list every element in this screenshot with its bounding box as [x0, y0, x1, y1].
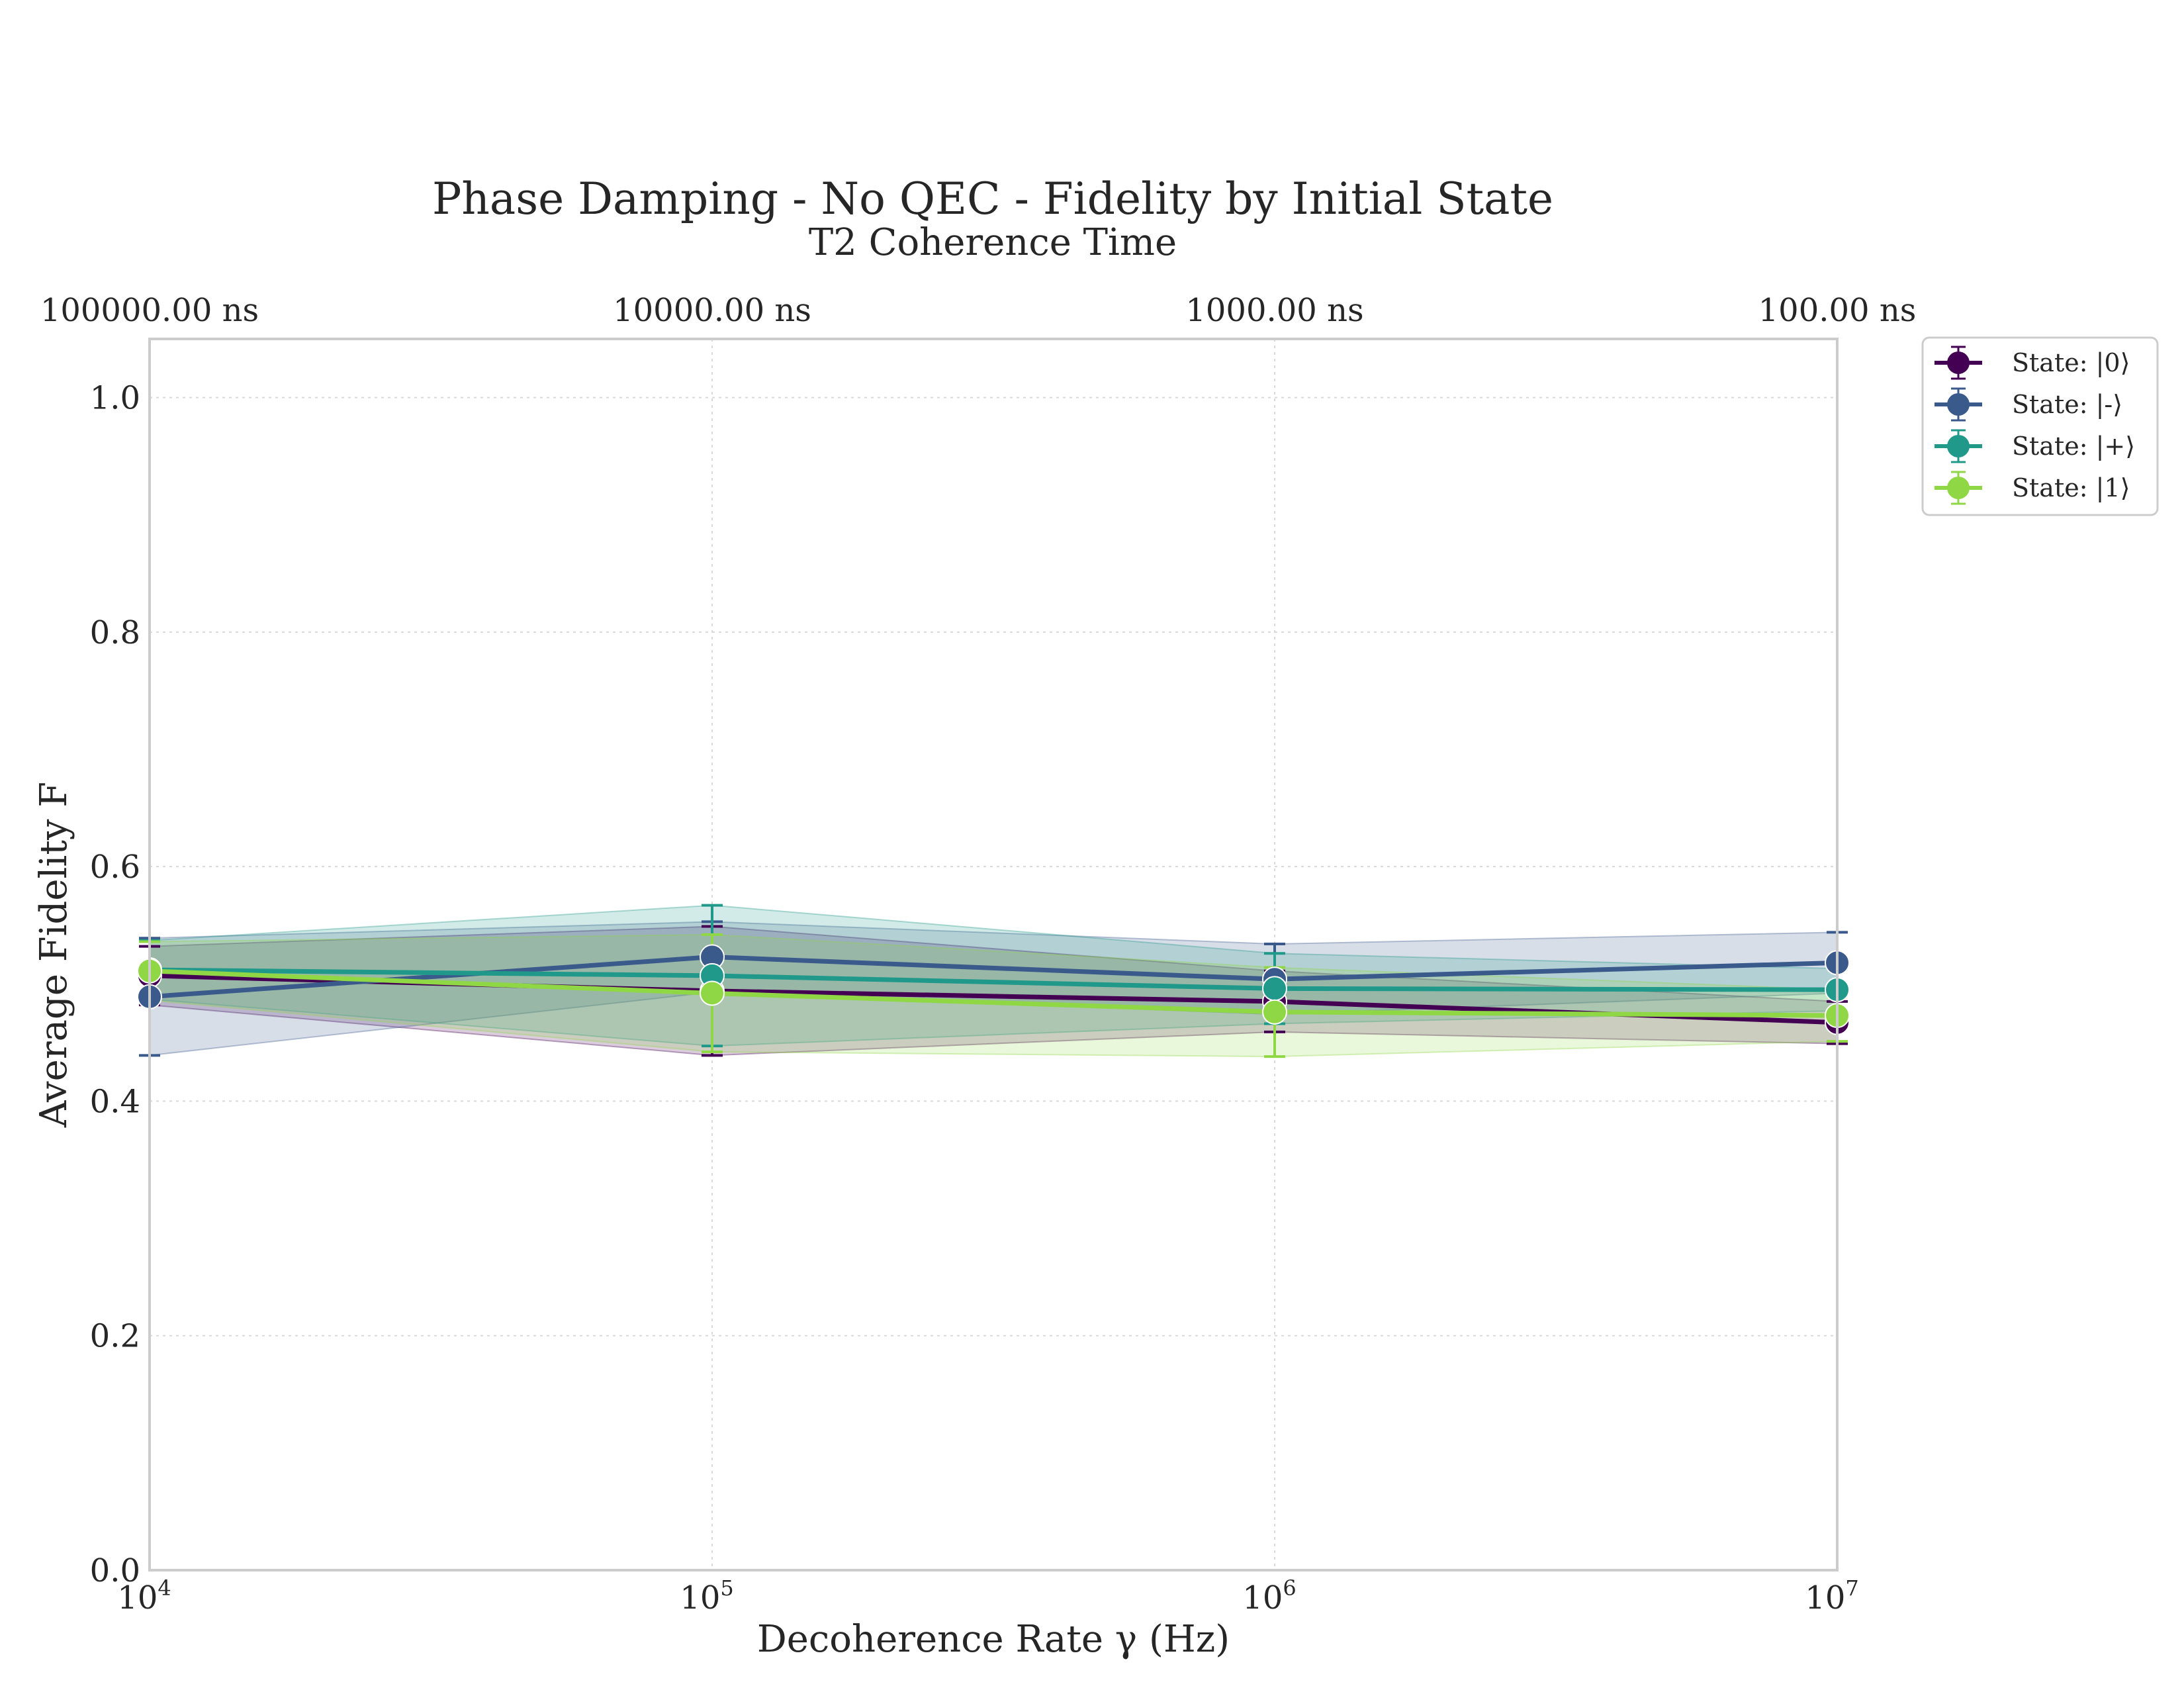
legend-label: State: |0⟩ [2012, 348, 2130, 377]
legend: State: |0⟩ State: |-⟩ State: |+⟩ State: |1⟩ [1921, 336, 2159, 516]
x-tick-exponent: 4 [158, 1575, 171, 1601]
x-tick-label: 107 [1805, 1575, 1858, 1617]
x-tick-label: 104 [117, 1575, 171, 1617]
legend-frame [1921, 336, 2159, 516]
legend-marker [1947, 435, 1970, 457]
top-axis-tick-label: 1000.00 ns [1185, 292, 1363, 329]
legend-item: State: |+⟩ [1934, 429, 2135, 463]
x-tick-exponent: 7 [1845, 1575, 1858, 1601]
legend-item: State: |1⟩ [1934, 471, 2130, 505]
series-line [149, 955, 1838, 1000]
legend-item: State: |0⟩ [1934, 346, 2130, 380]
legend-marker [1947, 393, 1970, 416]
y-tick-label: 0.2 [90, 1318, 140, 1355]
top-axis-tick-label: 100.00 ns [1758, 292, 1917, 329]
top-axis-label: T2 Coherence Time [809, 221, 1177, 264]
data-point [1262, 999, 1287, 1025]
y-tick-label: 0.0 [90, 1552, 140, 1589]
x-tick-base: 10 [1242, 1579, 1283, 1617]
legend-marker [1947, 352, 1970, 374]
data-point [1262, 976, 1287, 1002]
x-tick-base: 10 [680, 1579, 720, 1617]
legend-label: State: |+⟩ [2012, 432, 2135, 461]
x-tick-exponent: 5 [720, 1575, 733, 1601]
series-line [149, 968, 1838, 1018]
x-axis-label: Decoherence Rate γ (Hz) [757, 1618, 1230, 1661]
series-line [149, 967, 1838, 992]
y-axis-label: Average Fidelity F [32, 782, 75, 1128]
y-tick-label: 0.4 [90, 1083, 140, 1120]
y-tick-label: 0.8 [90, 614, 140, 651]
legend-label: State: |-⟩ [2012, 390, 2122, 419]
chart-title: Phase Damping - No QEC - Fidelity by Ini… [432, 173, 1553, 224]
y-tick-label: 1.0 [90, 380, 140, 417]
top-axis-tick-label: 100000.00 ns [40, 292, 259, 329]
y-axis-ticks: 0.0 0.2 0.4 0.6 0.8 1.0 [90, 380, 140, 1589]
data-point [700, 980, 725, 1006]
x-axis-ticks: 104 105 106 107 [117, 1575, 1858, 1617]
x-tick-label: 106 [1242, 1575, 1296, 1617]
x-tick-base: 10 [117, 1579, 158, 1617]
x-tick-base: 10 [1805, 1579, 1845, 1617]
plot-frame [148, 338, 1839, 1571]
top-axis-tick-label: 10000.00 ns [613, 292, 811, 329]
top-axis-ticks: 100000.00 ns 10000.00 ns 1000.00 ns 100.00 … [40, 292, 1917, 329]
legend-marker [1947, 477, 1970, 499]
legend-label: State: |1⟩ [2012, 473, 2130, 502]
series-lines [149, 955, 1838, 1025]
legend-item: State: |-⟩ [1934, 387, 2122, 422]
y-tick-label: 0.6 [90, 849, 140, 886]
x-tick-exponent: 6 [1283, 1575, 1296, 1601]
x-tick-label: 105 [680, 1575, 733, 1617]
